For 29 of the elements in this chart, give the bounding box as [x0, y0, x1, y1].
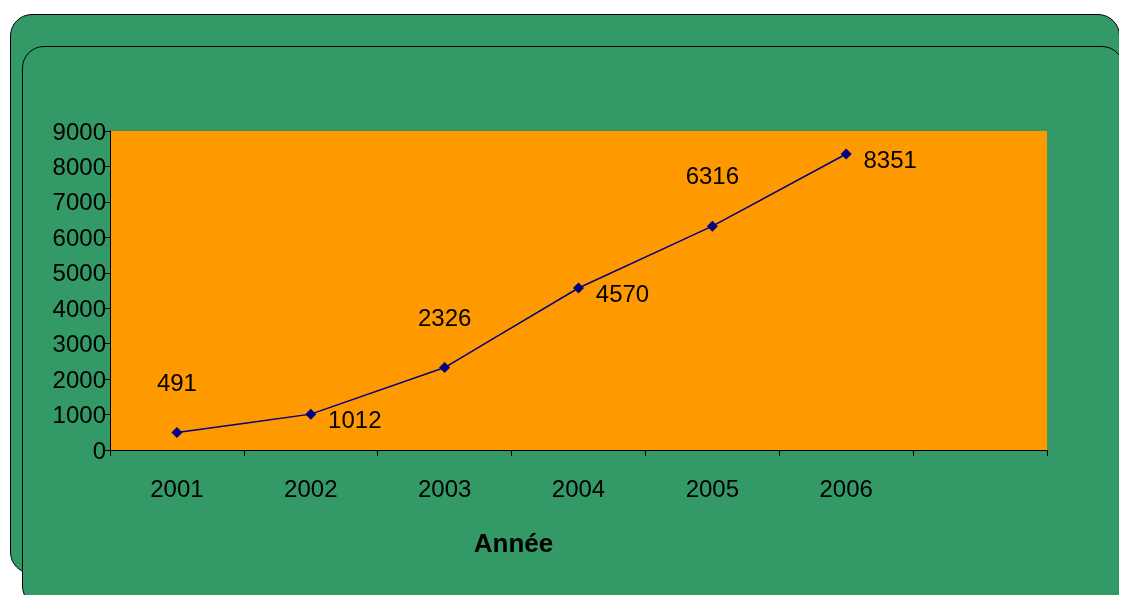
- y-tick-label: 5000: [52, 259, 106, 287]
- y-tick-label: 2000: [52, 365, 106, 393]
- x-tick-label: 2004: [551, 474, 606, 502]
- data-label: 491: [156, 368, 197, 396]
- y-tick-label: 8000: [52, 152, 106, 180]
- point: [305, 408, 317, 420]
- y-tick-label: 4000: [52, 294, 106, 322]
- y-tick-label: 3000: [52, 330, 106, 358]
- point: [573, 282, 584, 294]
- data-label: 2326: [417, 303, 472, 331]
- point: [171, 427, 183, 439]
- y-tick-label: 1000: [52, 401, 106, 429]
- x-tick-label: 2001: [150, 474, 204, 502]
- x-tick-label: 2006: [819, 474, 873, 502]
- data-label: 4570: [595, 280, 650, 308]
- data-label: 1012: [328, 406, 382, 434]
- x-tick-label: 2005: [685, 474, 740, 502]
- y-tick-label: 9000: [52, 117, 106, 145]
- point: [706, 220, 718, 232]
- data-label: 8351: [863, 146, 917, 173]
- y-tick-label: 6000: [52, 223, 106, 251]
- x-tick-label: 2002: [284, 474, 338, 502]
- x-tick-label: 2003: [417, 474, 472, 502]
- point: [439, 362, 451, 374]
- y-tick-label: 7000: [52, 188, 106, 216]
- point: [840, 148, 852, 160]
- x-axis-title: Année: [473, 528, 554, 558]
- data-label: 6316: [685, 162, 740, 190]
- y-tick-label: 0: [92, 436, 106, 464]
